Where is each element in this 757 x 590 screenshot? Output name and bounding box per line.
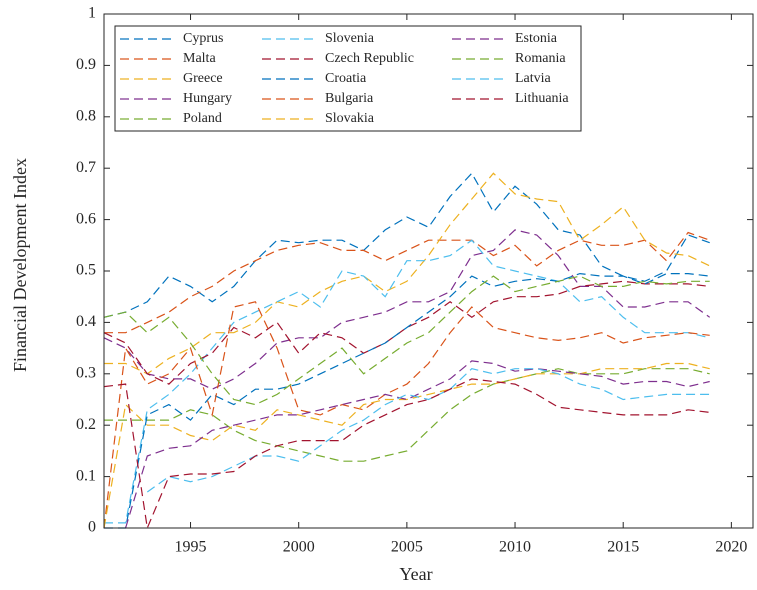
- series-line: [104, 272, 710, 529]
- series-line: [103, 280, 710, 385]
- series-line: [103, 229, 711, 390]
- x-tick-label: 2005: [391, 539, 423, 556]
- y-tick-label: 0.8: [76, 107, 96, 124]
- plot-frame: [103, 13, 754, 529]
- legend-label: Croatia: [325, 71, 367, 86]
- legend-label: Latvia: [515, 71, 552, 86]
- x-tick-label: 2000: [283, 539, 315, 556]
- legend-label: Greece: [183, 71, 223, 86]
- y-tick-label: 0.6: [76, 210, 96, 227]
- y-tick-label: 0.7: [76, 159, 96, 176]
- x-tick-label: 2015: [607, 539, 639, 556]
- y-tick-label: 0.3: [76, 364, 96, 381]
- y-tick-label: 0.4: [76, 313, 96, 330]
- legend: Cyprus Malta Greece Hungary Poland Slovenia Cz…: [114, 25, 582, 132]
- legend-label: Slovakia: [325, 111, 375, 126]
- legend-label: Lithuania: [515, 91, 569, 106]
- y-axis-label: Financial Development Index: [10, 158, 30, 372]
- legend-label: Bulgaria: [325, 91, 374, 106]
- legend-label: Romania: [515, 51, 566, 66]
- y-tick-label: 1: [88, 5, 96, 22]
- series-line: [103, 362, 710, 529]
- y-tick-label: 0.1: [76, 467, 96, 484]
- y-tick-label: 0.2: [76, 416, 96, 433]
- series-line: [103, 275, 710, 406]
- x-axis-label: Year: [399, 564, 432, 584]
- x-tick-label: 2020: [715, 539, 747, 556]
- y-tick-label: 0.5: [76, 262, 96, 279]
- series-line: [125, 360, 710, 529]
- legend-label: Czech Republic: [325, 51, 414, 66]
- legend-label: Malta: [183, 51, 216, 66]
- series-line: [146, 368, 710, 493]
- x-tick-label: 2010: [499, 539, 531, 556]
- legend-label: Estonia: [515, 31, 558, 46]
- series-line: [103, 301, 710, 529]
- legend-label: Cyprus: [183, 31, 223, 46]
- legend-label: Hungary: [183, 91, 232, 106]
- series-line: [103, 378, 710, 531]
- series-line: [104, 368, 710, 462]
- legend-label: Slovenia: [325, 31, 375, 46]
- y-tick-label: 0.9: [76, 56, 96, 73]
- y-tick-label: 0: [88, 519, 96, 536]
- legend-label: Poland: [183, 111, 222, 126]
- series-line: [104, 231, 710, 334]
- legend-box: [114, 25, 582, 132]
- x-tick-label: 1995: [175, 539, 207, 556]
- series-line: [103, 172, 710, 318]
- series-line: [104, 172, 710, 375]
